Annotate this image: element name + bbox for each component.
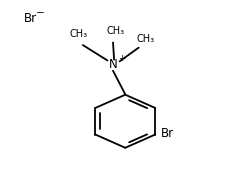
Text: CH₃: CH₃ [136,34,154,44]
Text: +: + [117,54,125,63]
Text: −: − [36,8,45,18]
Text: N: N [108,58,117,71]
Text: Br: Br [160,127,173,140]
Text: CH₃: CH₃ [69,29,87,39]
Text: CH₃: CH₃ [106,26,124,36]
Text: Br: Br [24,12,37,25]
